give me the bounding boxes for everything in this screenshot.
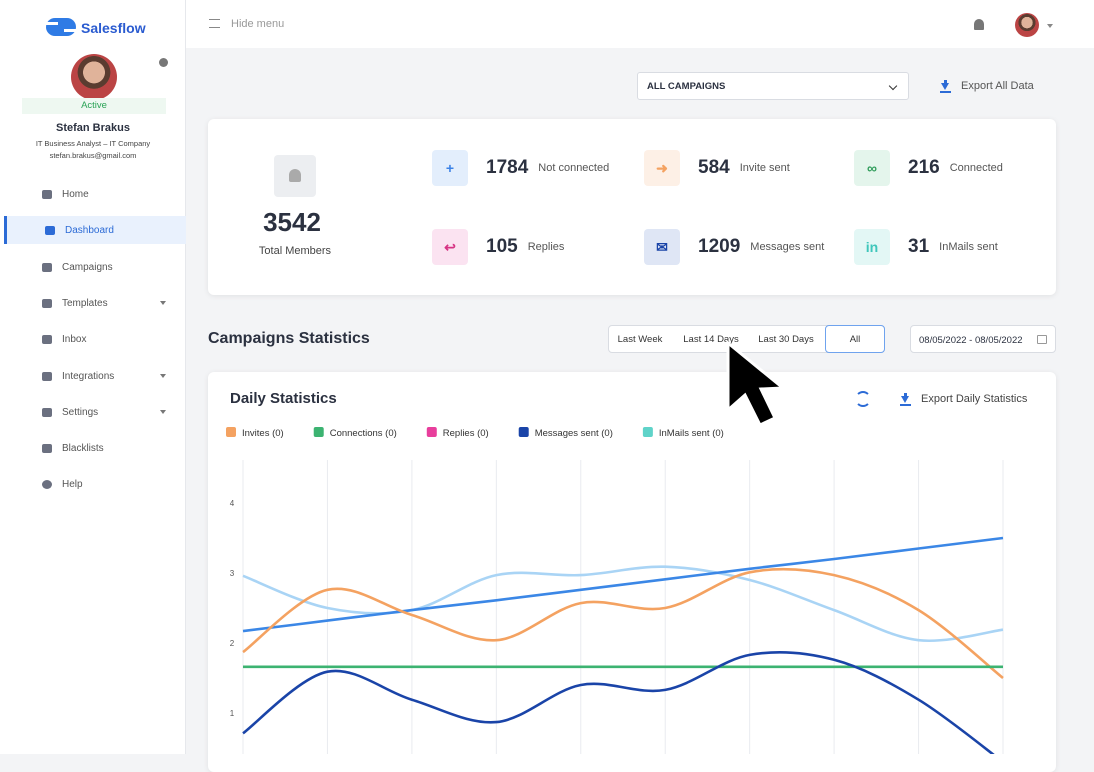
hide-menu[interactable]: Hide menu	[231, 18, 285, 30]
chart-card	[208, 372, 1056, 772]
nav-label: Settings	[62, 406, 99, 418]
legend-label: InMails sent (0)	[659, 428, 724, 439]
stat: ➜ 584 Invite sent	[644, 150, 790, 186]
nav-item[interactable]: Campaigns	[4, 253, 186, 281]
download-icon[interactable]	[900, 393, 911, 406]
legend-swatch	[226, 427, 236, 437]
legend-swatch	[642, 427, 653, 437]
stat-value: 105	[486, 236, 518, 257]
menu-icon[interactable]	[209, 19, 220, 28]
range-button[interactable]: Last Week	[617, 333, 663, 345]
series-line	[242, 567, 1004, 680]
stat-label: Messages sent	[750, 241, 825, 253]
y-tick-label: 3	[230, 569, 235, 578]
campaign-select[interactable]: ALL CAMPAIGNS	[637, 72, 909, 100]
stat-value: 216	[908, 157, 940, 178]
export-daily[interactable]: Export Daily Statistics	[921, 393, 1028, 405]
legend-label: Invites (0)	[242, 428, 284, 439]
nav-label: Integrations	[62, 370, 115, 382]
nav-item[interactable]: Home	[4, 180, 186, 208]
y-tick-label: 1	[230, 709, 235, 718]
sidebar: Salesflow Active Stefan Brakus IT Busine…	[0, 0, 186, 754]
nav-item[interactable]: Inbox	[4, 325, 186, 353]
stat: ✉ 1209 Messages sent	[644, 229, 824, 265]
range-button[interactable]: Last 30 Days	[758, 333, 814, 345]
nav-label: Templates	[62, 297, 108, 309]
user-name: Stefan Brakus	[56, 122, 130, 134]
stats-card: 3542 Total Members +1784 Not connected ➜ 5…	[208, 119, 1056, 295]
nav-item[interactable]: Templates	[4, 289, 186, 317]
legend-label: Connections (0)	[330, 428, 397, 439]
series-line	[242, 536, 1004, 633]
stat-label: Not connected	[538, 162, 610, 174]
members-icon	[274, 155, 316, 197]
stat-value: 584	[698, 157, 730, 178]
stat-label: Replies	[527, 241, 565, 253]
refresh[interactable]	[855, 391, 871, 407]
stat: +1784 Not connected	[432, 150, 609, 186]
cursor	[726, 339, 787, 427]
total-members-value: 3542	[263, 207, 321, 237]
export-all[interactable]: Export All Data	[961, 80, 1034, 92]
stat: ∞ 216 Connected	[854, 150, 1003, 186]
nav-item[interactable]: Integrations	[4, 362, 186, 390]
nav-label: Home	[62, 188, 89, 200]
range-button[interactable]: All	[825, 325, 885, 353]
legend-swatch	[518, 427, 529, 437]
user-email: stefan.brakus@gmail.com	[49, 151, 137, 160]
date-label: 08/05/2022 - 08/05/2022	[919, 335, 1023, 346]
legend-swatch	[426, 427, 437, 437]
profile-avatar[interactable]	[1015, 13, 1039, 37]
chart-title: Daily Statistics	[230, 390, 337, 407]
nav-label: Help	[62, 478, 83, 490]
range-button[interactable]: Last 14 Days	[683, 333, 739, 345]
avatar[interactable]	[71, 54, 117, 100]
stat: ↩ 105 Replies	[432, 229, 564, 265]
stat-label: Invite sent	[739, 162, 790, 174]
nav-item[interactable]: Blacklists	[4, 434, 186, 462]
profile-caret[interactable]	[1047, 24, 1053, 31]
nav-label: Dashboard	[65, 224, 114, 236]
download-icon[interactable]	[940, 80, 951, 93]
topbar: Hide menu	[186, 0, 1094, 48]
y-tick-label: 4	[230, 499, 235, 508]
stat: in 31 InMails sent	[854, 229, 998, 265]
user-icon[interactable]	[159, 58, 168, 67]
bell[interactable]	[974, 19, 984, 30]
campaign-select-label: ALL CAMPAIGNS	[647, 81, 726, 92]
stat-value: 1784	[486, 157, 529, 178]
status: Active	[22, 98, 166, 114]
series-line	[242, 565, 1004, 643]
nav-label: Blacklists	[62, 442, 104, 454]
legend-swatch	[313, 427, 324, 437]
chart: Invites (0) Connections (0) Replies (0) Mes…	[226, 427, 1004, 754]
section-title: Campaigns Statistics	[208, 330, 370, 347]
logo-icon	[44, 18, 78, 36]
nav-label: Inbox	[62, 333, 87, 345]
nav-item[interactable]: Help	[4, 470, 186, 498]
logo: Salesflow	[81, 20, 146, 36]
user-role: IT Business Analyst – IT Company	[35, 139, 151, 148]
nav-item[interactable]: Settings	[4, 398, 186, 426]
series-line	[242, 651, 995, 754]
nav-label: Campaigns	[62, 261, 113, 273]
stat-label: Connected	[949, 162, 1003, 174]
y-tick-label: 2	[230, 639, 235, 648]
stat-value: 31	[908, 236, 930, 257]
cursor-layer	[726, 339, 787, 427]
legend-label: Messages sent (0)	[535, 428, 613, 439]
stat-value: 1209	[698, 236, 741, 257]
legend-label: Replies (0)	[443, 428, 489, 439]
stat-label: InMails sent	[939, 241, 998, 253]
nav-item[interactable]: Dashboard	[4, 216, 186, 244]
total-members-label: Total Members	[258, 245, 332, 257]
date-picker[interactable]: 08/05/2022 - 08/05/2022	[910, 325, 1056, 353]
